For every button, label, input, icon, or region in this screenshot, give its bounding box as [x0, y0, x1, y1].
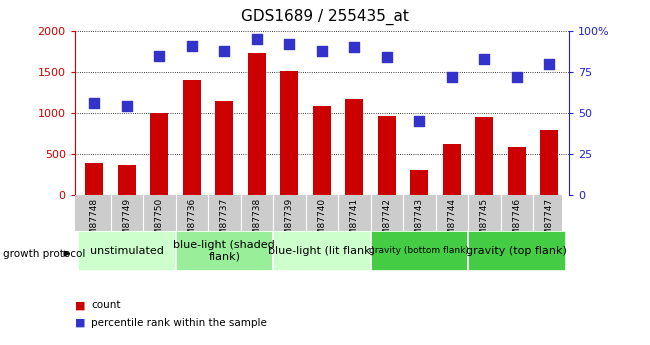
Point	[252, 37, 262, 42]
Text: gravity (bottom flank): gravity (bottom flank)	[369, 246, 469, 256]
Point	[544, 61, 554, 67]
Text: GSM87740: GSM87740	[317, 198, 326, 247]
Point	[317, 48, 327, 53]
Bar	[78, 231, 176, 271]
Bar	[85, 163, 103, 195]
Point	[447, 74, 457, 80]
Bar	[273, 231, 370, 271]
Text: GSM87741: GSM87741	[350, 198, 359, 247]
Point	[349, 45, 359, 50]
Text: GSM87743: GSM87743	[415, 198, 424, 247]
Bar	[183, 80, 201, 195]
Text: GSM87744: GSM87744	[447, 198, 456, 247]
Point	[154, 53, 164, 58]
Text: GSM87749: GSM87749	[122, 198, 131, 247]
Bar	[248, 53, 266, 195]
Bar	[176, 231, 273, 271]
Text: growth protocol: growth protocol	[3, 249, 86, 258]
Text: ■: ■	[75, 300, 85, 310]
Bar	[468, 231, 566, 271]
Point	[89, 100, 99, 106]
Text: GSM87736: GSM87736	[187, 198, 196, 247]
Text: gravity (top flank): gravity (top flank)	[466, 246, 567, 256]
Text: ■: ■	[75, 318, 85, 327]
Text: blue-light (shaded
flank): blue-light (shaded flank)	[174, 240, 275, 262]
Text: GSM87745: GSM87745	[480, 198, 489, 247]
Text: count: count	[91, 300, 120, 310]
Point	[382, 55, 392, 60]
Bar	[378, 116, 396, 195]
Bar	[508, 147, 526, 195]
Text: GDS1689 / 255435_at: GDS1689 / 255435_at	[241, 9, 409, 25]
Point	[284, 41, 294, 47]
Point	[479, 56, 489, 62]
Bar	[280, 71, 298, 195]
Text: GSM87739: GSM87739	[285, 198, 294, 247]
Text: GSM87737: GSM87737	[220, 198, 229, 247]
Bar	[150, 113, 168, 195]
Bar	[345, 99, 363, 195]
Text: GSM87748: GSM87748	[90, 198, 99, 247]
Bar	[443, 144, 461, 195]
Text: GSM87746: GSM87746	[512, 198, 521, 247]
Bar	[540, 130, 558, 195]
Bar	[370, 231, 468, 271]
Text: GSM87747: GSM87747	[545, 198, 554, 247]
Text: blue-light (lit flank): blue-light (lit flank)	[268, 246, 375, 256]
Bar	[410, 170, 428, 195]
Bar	[215, 101, 233, 195]
Bar	[313, 106, 331, 195]
Bar	[118, 165, 136, 195]
Text: GSM87750: GSM87750	[155, 198, 164, 247]
Text: GSM87738: GSM87738	[252, 198, 261, 247]
Point	[122, 104, 132, 109]
Text: percentile rank within the sample: percentile rank within the sample	[91, 318, 267, 327]
Bar	[475, 117, 493, 195]
Point	[512, 74, 522, 80]
Text: unstimulated: unstimulated	[90, 246, 164, 256]
Point	[187, 43, 197, 49]
Text: GSM87742: GSM87742	[382, 198, 391, 247]
Point	[414, 118, 424, 124]
Point	[219, 48, 229, 53]
